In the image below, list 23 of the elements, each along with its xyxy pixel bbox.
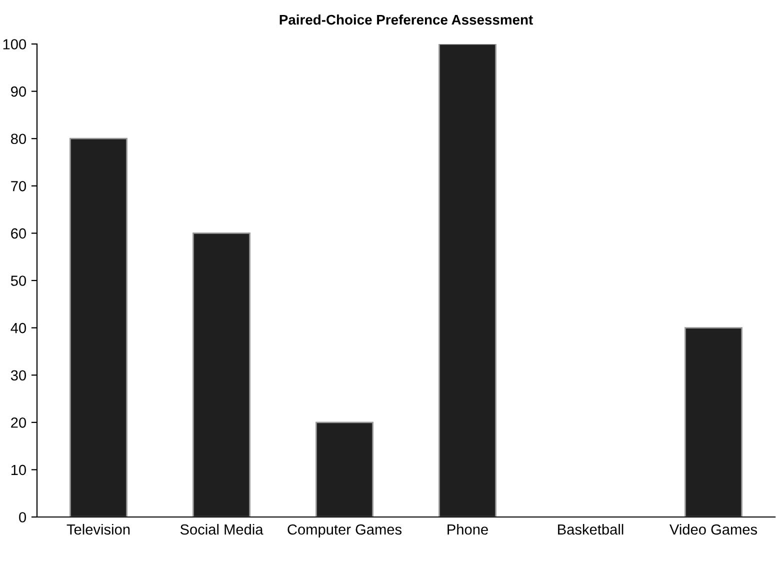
x-tick-label: Computer Games	[288, 524, 402, 538]
chart-title: Paired-Choice Preference Assessment	[280, 14, 533, 25]
bar	[192, 232, 250, 517]
y-tick-label: 40	[10, 322, 26, 334]
bar	[316, 422, 374, 517]
x-tick-label: Video Games	[670, 524, 758, 535]
y-tick-label: 0	[19, 512, 26, 522]
y-tick-label: 80	[10, 134, 26, 144]
x-tick-label: Television	[66, 524, 130, 535]
y-tick-label: 100	[3, 39, 26, 50]
x-tick-label: Social Media	[180, 524, 264, 535]
y-tick-label: 10	[11, 464, 26, 476]
x-tick-label: Basketball	[558, 524, 624, 535]
y-tick-label: 30	[10, 370, 26, 381]
y-tick-label: 20	[11, 418, 26, 428]
y-tick-label: 50	[10, 276, 26, 286]
y-tick-label: 60	[11, 228, 26, 239]
bar	[438, 44, 496, 517]
bar	[70, 138, 128, 517]
y-tick-label: 90	[11, 86, 26, 97]
bar	[684, 327, 742, 517]
x-tick-label: Phone	[448, 524, 488, 535]
y-tick-label: 70	[11, 181, 26, 192]
